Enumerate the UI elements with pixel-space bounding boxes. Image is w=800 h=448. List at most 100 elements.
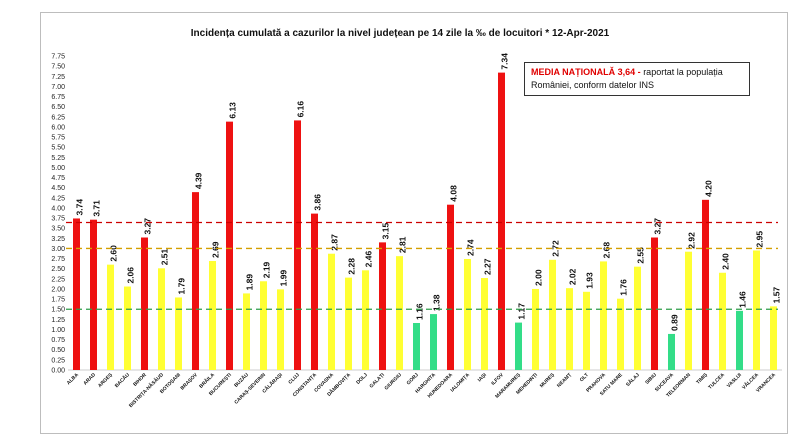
bar <box>260 281 267 370</box>
bar <box>464 258 471 370</box>
y-tick-label: 0.50 <box>51 347 65 354</box>
bar <box>396 256 403 370</box>
bar <box>651 237 658 370</box>
bar <box>430 314 437 370</box>
category-label: OLT <box>579 372 590 383</box>
y-tick-label: 5.75 <box>51 135 65 142</box>
category-label: CLUJ <box>287 372 301 386</box>
category-label: BACĂU <box>113 371 131 389</box>
bar-value-label: 2.69 <box>211 241 221 258</box>
national-average-text: raportat la populația României, conform … <box>531 67 723 90</box>
bar-value-label: 2.00 <box>534 269 544 286</box>
bar-value-label: 2.60 <box>109 245 119 262</box>
y-tick-label: 1.00 <box>51 327 65 334</box>
bar <box>379 242 386 370</box>
y-tick-label: 1.50 <box>51 307 65 314</box>
bar-value-label: 2.68 <box>602 242 612 259</box>
bar <box>175 297 182 370</box>
bar <box>481 278 488 370</box>
national-average-note: MEDIA NAȚIONALĂ 3,64 - raportat la popul… <box>524 62 750 96</box>
category-label: TIMIȘ <box>695 372 709 386</box>
category-label: IALOMIȚA <box>450 372 472 394</box>
y-tick-label: 6.00 <box>51 124 65 131</box>
bar <box>447 204 454 370</box>
bar-value-label: 1.16 <box>415 303 425 320</box>
category-label: GIURGIU <box>384 372 404 392</box>
category-label: TULCEA <box>707 372 726 391</box>
bar <box>634 266 641 370</box>
bar <box>566 288 573 370</box>
category-label: SĂLAJ <box>624 371 641 388</box>
category-label: ALBA <box>66 372 80 386</box>
y-tick-label: 6.50 <box>51 104 65 111</box>
y-tick-label: 3.50 <box>51 226 65 233</box>
bar-value-label: 1.17 <box>517 303 527 320</box>
category-label: ARGEȘ <box>97 372 114 389</box>
category-label: BIHOR <box>132 372 148 388</box>
y-tick-label: 5.50 <box>51 145 65 152</box>
bar-value-label: 7.34 <box>500 53 510 70</box>
category-label: GORJ <box>406 372 420 386</box>
bar-value-label: 1.93 <box>585 272 595 289</box>
bar <box>532 288 539 370</box>
bar <box>226 121 233 370</box>
chart-title: Incidența cumulată a cazurilor la nivel … <box>190 28 610 39</box>
bar <box>328 253 335 370</box>
bar-value-label: 3.15 <box>381 223 391 240</box>
bar-value-label: 2.72 <box>551 240 561 257</box>
bar-value-label: 2.51 <box>160 248 170 265</box>
bar-value-label: 3.27 <box>143 218 153 235</box>
bar <box>243 293 250 370</box>
bar <box>90 219 97 370</box>
y-tick-label: 6.75 <box>51 94 65 101</box>
bar <box>192 192 199 370</box>
bar-value-label: 2.27 <box>483 258 493 275</box>
y-tick-label: 2.00 <box>51 286 65 293</box>
bar-value-label: 1.38 <box>432 294 442 311</box>
bar-value-label: 1.89 <box>245 274 255 291</box>
bar-value-label: 2.28 <box>347 258 357 275</box>
y-tick-label: 7.75 <box>51 54 65 61</box>
bar <box>362 270 369 370</box>
category-label: SIBIU <box>644 372 658 386</box>
bar-value-label: 4.08 <box>449 185 459 202</box>
category-label: BRAȘOV <box>180 372 200 392</box>
bar-value-label: 3.27 <box>653 218 663 235</box>
bar-value-label: 4.39 <box>194 172 204 189</box>
bar <box>719 272 726 370</box>
bar <box>413 323 420 370</box>
bar <box>345 277 352 370</box>
bar-value-label: 2.81 <box>398 236 408 253</box>
y-tick-label: 3.25 <box>51 236 65 243</box>
bar-value-label: 3.71 <box>92 200 102 217</box>
bar <box>294 120 301 370</box>
y-tick-label: 5.25 <box>51 155 65 162</box>
bar-value-label: 2.40 <box>721 253 731 270</box>
bar-value-label: 3.74 <box>75 199 85 216</box>
y-tick-label: 3.00 <box>51 246 65 253</box>
bar <box>549 259 556 370</box>
bar <box>124 286 131 370</box>
bar <box>209 261 216 370</box>
bar <box>685 251 692 370</box>
bar-value-label: 6.16 <box>296 101 306 118</box>
y-tick-label: 2.25 <box>51 276 65 283</box>
category-label: MUREȘ <box>539 372 556 389</box>
bar <box>736 310 743 370</box>
bar-value-label: 2.95 <box>755 231 765 248</box>
bar <box>158 268 165 370</box>
bar-value-label: 2.74 <box>466 239 476 256</box>
y-tick-label: 2.75 <box>51 256 65 263</box>
bar-value-label: 4.20 <box>704 180 714 197</box>
category-label: NEAMȚ <box>556 372 573 389</box>
bar-value-label: 1.46 <box>738 291 748 308</box>
bar-value-label: 2.87 <box>330 234 340 251</box>
bar <box>753 250 760 370</box>
bar <box>141 237 148 370</box>
y-tick-label: 5.00 <box>51 165 65 172</box>
bar-value-label: 2.19 <box>262 261 272 278</box>
category-label: IAȘI <box>477 372 489 384</box>
bar-value-label: 2.02 <box>568 268 578 285</box>
bar-value-label: 3.86 <box>313 194 323 211</box>
